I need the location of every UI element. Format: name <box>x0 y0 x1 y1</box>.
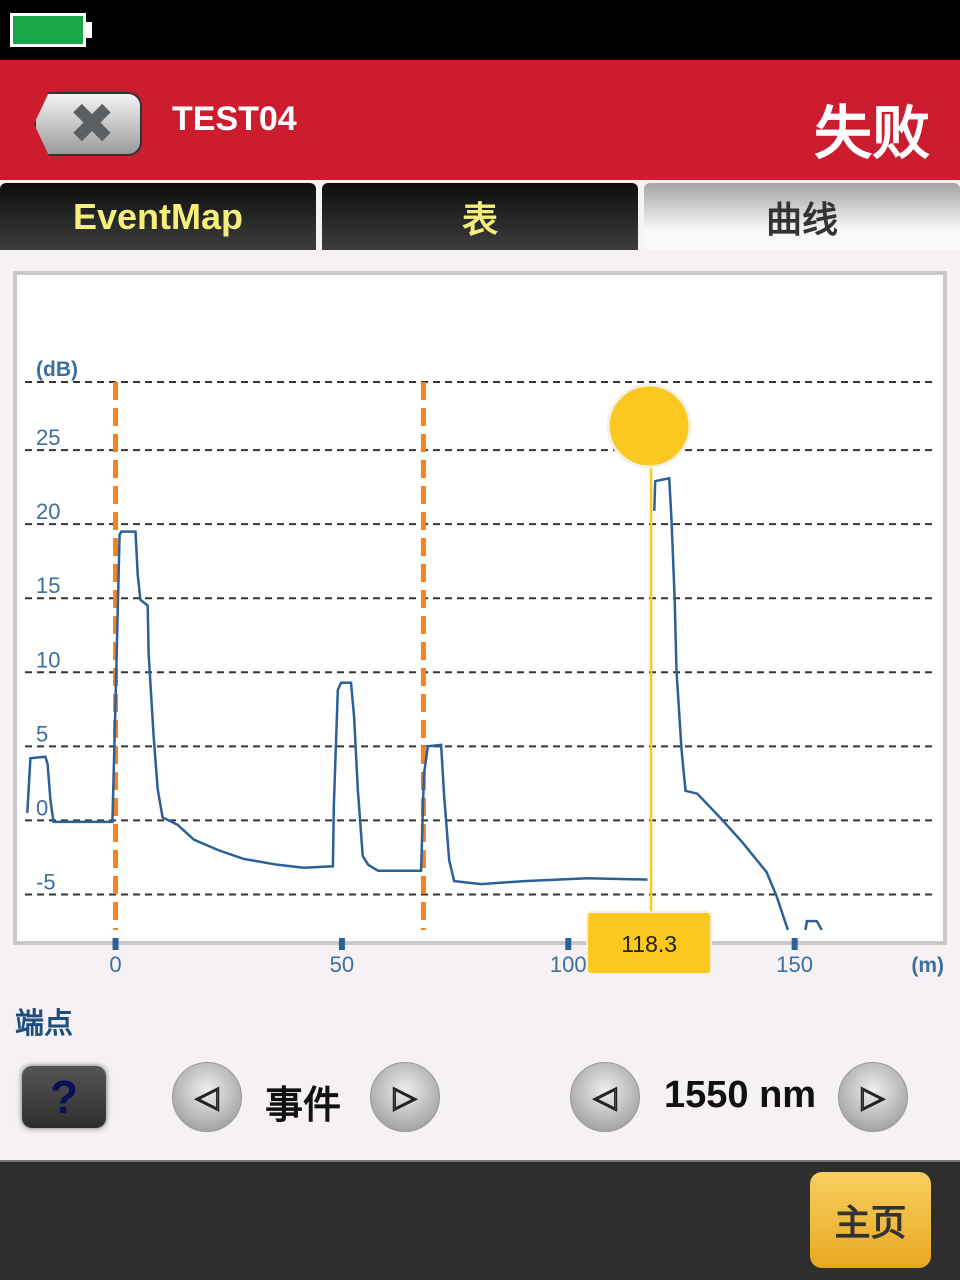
cursor-value: 118.3 <box>621 931 677 957</box>
y-tick-label: 25 <box>36 425 60 450</box>
triangle-left-icon: ◁ <box>195 1080 220 1115</box>
cursor-handle <box>606 383 692 469</box>
y-tick-label: 5 <box>36 721 48 746</box>
wavelength-prev-button[interactable]: ◁ <box>570 1062 640 1132</box>
plot-frame <box>13 271 947 945</box>
question-icon: ? <box>49 1071 79 1123</box>
y-tick-label: 0 <box>36 795 48 820</box>
x-tick-label: 0 <box>109 952 121 977</box>
triangle-left-icon: ◁ <box>593 1080 618 1115</box>
header-bar <box>0 60 960 180</box>
tab-table[interactable]: 表 <box>322 183 638 250</box>
bottom-bar <box>0 1160 960 1280</box>
trace-line <box>804 919 823 931</box>
result-status: 失败 <box>813 101 930 166</box>
cursor-value-box <box>586 911 713 975</box>
tab-trace[interactable]: 曲线 <box>644 183 960 250</box>
endpoint-label: 端点 <box>15 1008 74 1040</box>
battery-tip <box>86 22 92 38</box>
y-tick-label: 20 <box>36 499 60 524</box>
y-tick-label: 10 <box>36 647 60 672</box>
x-axis-label: (m) <box>911 954 944 977</box>
tab-bar: EventMap 表 曲线 <box>0 183 960 250</box>
event-label: 事件 <box>265 1085 342 1127</box>
wavelength-next-button[interactable]: ▷ <box>838 1062 908 1132</box>
x-tick-mark <box>112 938 119 950</box>
y-tick-label: 15 <box>36 573 60 598</box>
test-title: TEST04 <box>172 100 297 138</box>
otdr-trace-chart[interactable]: (dB) -5 0 5 10 15 20 25 0 50 100 150 (m) 118.3 <box>0 250 960 990</box>
close-button[interactable]: ✖ <box>34 92 142 156</box>
trace-line <box>653 476 790 931</box>
x-tick-mark <box>791 938 798 950</box>
event-next-button[interactable]: ▷ <box>370 1062 440 1132</box>
x-tick-label: 50 <box>330 952 354 977</box>
close-x-icon: ✖ <box>68 92 116 155</box>
trace-line <box>26 530 648 886</box>
x-tick-label: 150 <box>776 952 813 977</box>
battery-icon <box>10 13 86 47</box>
triangle-right-icon: ▷ <box>861 1080 886 1115</box>
triangle-right-icon: ▷ <box>393 1080 418 1115</box>
wavelength-label: 1550 nm <box>664 1074 817 1116</box>
tab-eventmap[interactable]: EventMap <box>0 183 316 250</box>
event-prev-button[interactable]: ◁ <box>172 1062 242 1132</box>
status-bar <box>0 0 960 60</box>
home-button[interactable]: 主页 <box>810 1172 931 1268</box>
x-tick-mark <box>338 938 345 950</box>
y-tick-label: -5 <box>36 869 56 894</box>
x-tick-label: 100 <box>550 952 587 977</box>
x-tick-mark <box>565 938 572 950</box>
help-button[interactable]: ? <box>22 1066 106 1128</box>
y-axis-label: (dB) <box>36 358 78 381</box>
